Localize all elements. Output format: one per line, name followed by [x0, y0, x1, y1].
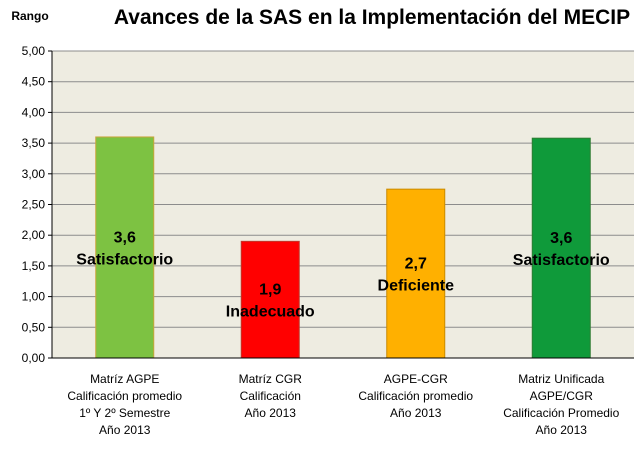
- data-labels: 3,6 Satisfactorio 1,9 Inadecuado 2,7 Deficien…: [76, 229, 610, 320]
- y-tick-label: 0,00: [22, 351, 46, 365]
- x-tick-label: AGPE-CGR Calificación promedio Año 2013: [358, 372, 473, 420]
- data-label: 1,9 Inadecuado: [226, 282, 315, 321]
- y-tick-label: 3,00: [22, 167, 46, 181]
- data-label: 3,6 Satisfactorio: [76, 229, 173, 268]
- x-axis-labels: Matríz AGPE Calificación promedio 1º Y 2º …: [67, 372, 619, 437]
- y-tick-label: 3,50: [22, 136, 46, 150]
- x-tick-label: Matriz Unificada AGPE/CGR Calificación Pro…: [503, 372, 619, 437]
- y-tick-label: 5,00: [22, 44, 46, 58]
- y-tick-label: 4,50: [22, 75, 46, 89]
- y-tick-label: 2,50: [22, 198, 46, 212]
- bars: [95, 136, 591, 359]
- y-tick-label: 1,50: [22, 259, 46, 273]
- data-label: 2,7 Deficiente: [378, 256, 455, 295]
- y-axis-label: Rango: [11, 9, 48, 23]
- x-tick-label: Matríz CGR Calificación Año 2013: [239, 372, 303, 420]
- bar: [95, 136, 155, 359]
- bar: [240, 240, 300, 359]
- y-tick-label: 2,00: [22, 228, 46, 242]
- y-tick-label: 1,00: [22, 290, 46, 304]
- y-tick-label: 4,00: [22, 105, 46, 119]
- bar: [386, 188, 446, 359]
- y-tick-label: 0,50: [22, 320, 46, 334]
- y-axis-ticks: 0,00 0,50 1,00 1,50 2,00 2,50 3,00 3,50 4,00 4,50…: [22, 44, 52, 365]
- x-tick-label: Matríz AGPE Calificación promedio 1º Y 2º …: [67, 372, 182, 437]
- data-label: 3,6 Satisfactorio: [513, 230, 610, 269]
- chart-title: Avances de la SAS en la Implementación d…: [114, 6, 630, 29]
- bar: [531, 137, 591, 359]
